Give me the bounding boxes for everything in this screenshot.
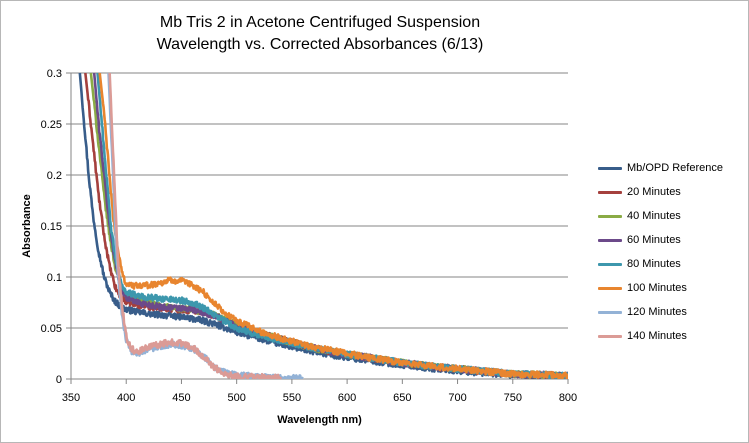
legend-swatch [598,310,622,314]
legend-label: 140 Minutes [627,330,687,342]
legend-swatch [598,166,622,170]
legend-label: Mb/OPD Reference [627,162,723,174]
legend-entry: 140 Minutes [598,324,723,348]
legend-label: 20 Minutes [627,186,681,198]
chart-title-line1: Mb Tris 2 in Acetone Centrifuged Suspens… [159,14,481,31]
legend-swatch [598,214,622,218]
legend-label: 120 Minutes [627,306,687,318]
legend-entry: 100 Minutes [598,276,723,300]
legend-swatch [598,286,622,290]
series-line-140-minutes [108,73,283,379]
y-tick-label: 0.3 [47,68,62,80]
legend-entry: Mb/OPD Reference [598,156,723,180]
legend-entry: 40 Minutes [598,204,723,228]
x-tick-label: 350 [62,392,80,404]
legend-label: 40 Minutes [627,210,681,222]
y-tick-label: 0.05 [41,323,62,335]
x-tick-label: 550 [283,392,301,404]
y-tick-label: 0.1 [47,272,62,284]
x-tick-label: 500 [227,392,245,404]
legend-label: 80 Minutes [627,258,681,270]
legend-swatch [598,238,622,242]
y-tick-label: 0.25 [41,119,62,131]
series-line-100-minutes [98,73,568,379]
x-tick-label: 800 [559,392,577,404]
y-axis-label: Absorbance [21,194,33,258]
legend-entry: 120 Minutes [598,300,723,324]
legend-label: 60 Minutes [627,234,681,246]
y-tick-label: 0.2 [47,170,62,182]
legend-swatch [598,190,622,194]
x-tick-label: 700 [448,392,466,404]
x-tick-label: 400 [117,392,135,404]
legend-swatch [598,262,622,266]
legend-label: 100 Minutes [627,282,687,294]
x-tick-label: 450 [172,392,190,404]
x-tick-label: 750 [504,392,522,404]
legend-entry: 60 Minutes [598,228,723,252]
y-tick-label: 0.15 [41,221,62,233]
legend-swatch [598,334,622,338]
x-tick-label: 650 [393,392,411,404]
chart-legend: Mb/OPD Reference 20 Minutes 40 Minutes 60 M… [598,156,723,348]
chart-title-line2: Wavelength vs. Corrected Absorbances (6/… [156,36,484,53]
x-axis-label: Wavelength nm) [277,414,362,426]
y-tick-label: 0 [56,374,62,386]
legend-entry: 80 Minutes [598,252,723,276]
legend-entry: 20 Minutes [598,180,723,204]
x-tick-label: 600 [338,392,356,404]
